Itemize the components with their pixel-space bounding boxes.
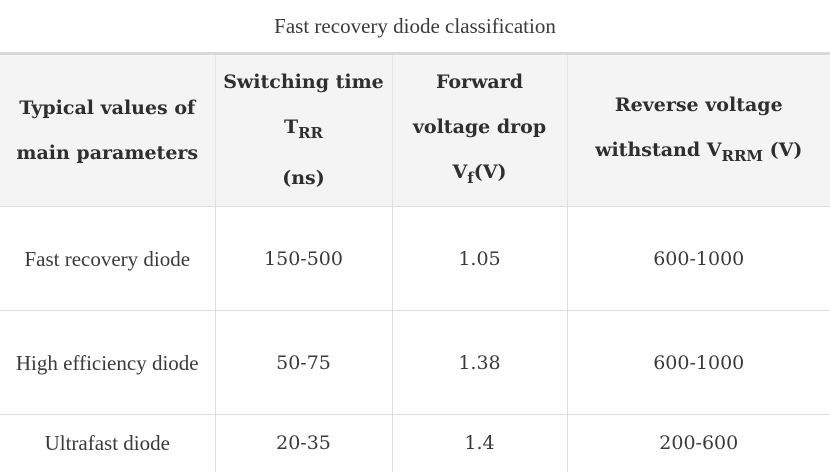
header-switching-time: Switching time TRR (ns) [215,52,393,207]
cell-reverse-voltage: 600-1000 [567,310,830,415]
cell-forward-voltage: 1.38 [392,310,568,415]
cell-reverse-voltage: 200-600 [567,414,830,472]
cell-diode-type: Ultrafast diode [0,414,216,472]
table-header-row: Typical values of main parameters Switch… [0,52,830,207]
header-reverse-voltage: Reverse voltage withstand VRRM (V) [567,52,830,207]
cell-forward-voltage: 1.4 [392,414,568,472]
cell-switching-time: 50-75 [215,310,393,415]
header-parameters: Typical values of main parameters [0,52,216,207]
diode-classification-table: Typical values of main parameters Switch… [0,52,830,472]
table-row: High efficiency diode 50-75 1.38 600-100… [0,310,830,415]
cell-reverse-voltage: 600-1000 [567,206,830,311]
cell-diode-type: Fast recovery diode [0,206,216,311]
cell-forward-voltage: 1.05 [392,206,568,311]
table-caption: Fast recovery diode classification [274,14,556,38]
header-reverse-voltage-subscript: RRM [721,146,764,165]
table-row: Ultrafast diode 20-35 1.4 200-600 [0,414,830,472]
header-switching-time-subscript: RR [298,124,324,142]
table-row: Fast recovery diode 150-500 1.05 600-100… [0,206,830,311]
header-forward-voltage-subscript: f [467,169,474,187]
cell-switching-time: 20-35 [215,414,393,472]
header-forward-voltage: Forward voltage drop Vf(V) [392,52,568,207]
cell-switching-time: 150-500 [215,206,393,311]
cell-diode-type: High efficiency diode [0,310,216,415]
